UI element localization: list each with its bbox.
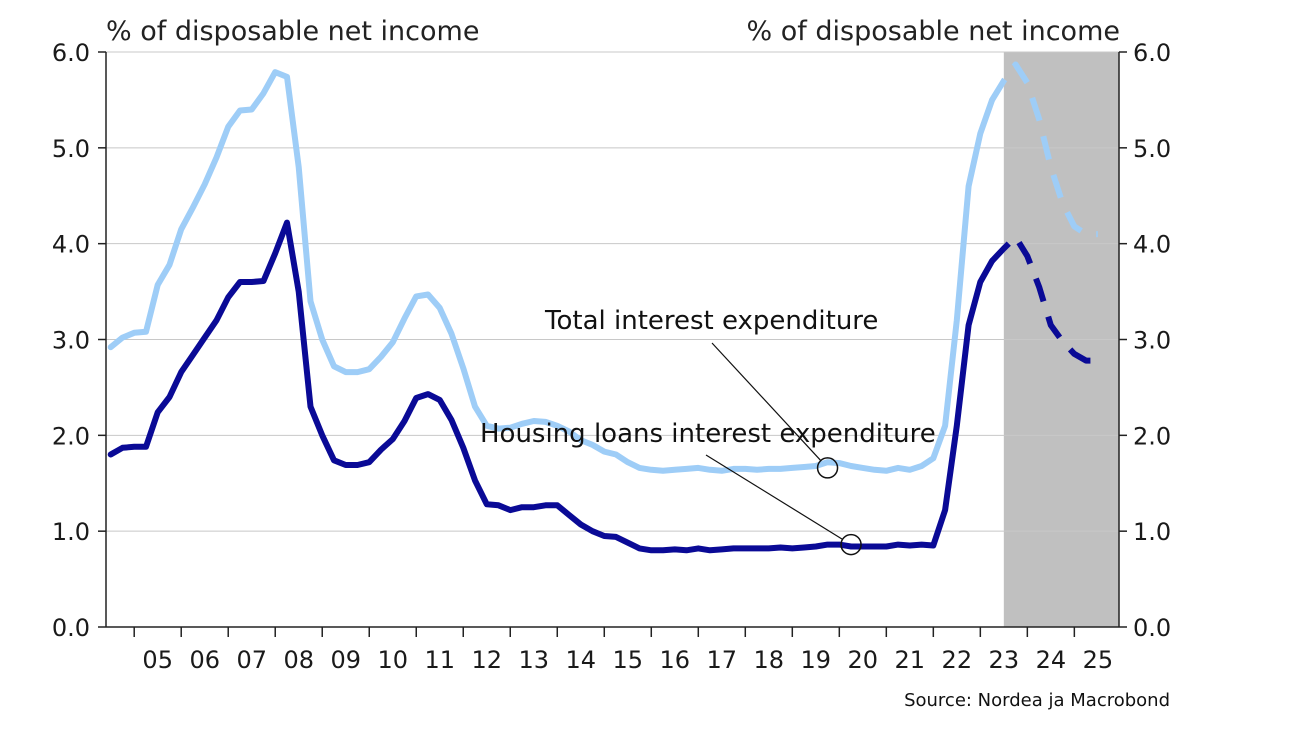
x-tick-label: 06 bbox=[189, 646, 220, 674]
x-tick-label: 07 bbox=[236, 646, 267, 674]
annotation-label: Housing loans interest expenditure bbox=[480, 419, 936, 449]
annotation-label: Total interest expenditure bbox=[544, 306, 878, 336]
y-tick-label-right: 4.0 bbox=[1133, 231, 1171, 259]
y-tick-label-right: 0.0 bbox=[1133, 614, 1171, 642]
y-tick-label-right: 6.0 bbox=[1133, 39, 1171, 67]
x-tick-label: 12 bbox=[471, 646, 502, 674]
series-lines bbox=[107, 61, 1098, 554]
x-tick-label: 15 bbox=[613, 646, 644, 674]
x-tick-label: 23 bbox=[989, 646, 1020, 674]
x-tick-label: 11 bbox=[424, 646, 455, 674]
x-tick-label: 05 bbox=[142, 646, 173, 674]
series-line-housing bbox=[107, 219, 996, 554]
annotation-marker bbox=[816, 457, 839, 479]
y-tick-label-left: 2.0 bbox=[52, 422, 90, 450]
y-tick-label-right: 3.0 bbox=[1133, 327, 1171, 355]
y-tick-label-right: 2.0 bbox=[1133, 422, 1171, 450]
series-forecast-housing bbox=[989, 234, 1098, 364]
annotation-marker bbox=[840, 533, 862, 556]
x-tick-label: 24 bbox=[1036, 646, 1067, 674]
y-tick-label-right: 1.0 bbox=[1133, 518, 1171, 546]
x-tick-label: 14 bbox=[565, 646, 596, 674]
left-axis-label: % of disposable net income bbox=[106, 16, 479, 47]
y-tick-label-left: 3.0 bbox=[52, 327, 90, 355]
y-tick-label-left: 0.0 bbox=[52, 614, 90, 642]
y-tick-label-left: 5.0 bbox=[52, 135, 90, 163]
x-tick-label: 08 bbox=[283, 646, 314, 674]
annotations: Total interest expenditure Housing loans … bbox=[480, 306, 936, 556]
axes: 0.0 0.0 1.0 1.0 2.0 2.0 3.0 3.0 4.0 4.0 5.0 5.0 6.0 6… bbox=[52, 39, 1171, 674]
x-tick-label: 22 bbox=[942, 646, 973, 674]
x-tick-label: 10 bbox=[377, 646, 408, 674]
x-tick-label: 18 bbox=[754, 646, 785, 674]
x-tick-label: 19 bbox=[801, 646, 832, 674]
gridlines bbox=[106, 51, 1119, 532]
x-tick-label: 25 bbox=[1083, 646, 1114, 674]
source-note: Source: Nordea ja Macrobond bbox=[904, 690, 1170, 711]
annotation-leader-line bbox=[711, 342, 822, 461]
x-tick-label: 16 bbox=[660, 646, 691, 674]
x-tick-label: 21 bbox=[895, 646, 926, 674]
x-tick-label: 20 bbox=[848, 646, 879, 674]
series-line-total bbox=[107, 69, 996, 474]
right-axis-label: % of disposable net income bbox=[747, 16, 1120, 47]
y-tick-label-left: 4.0 bbox=[52, 231, 90, 259]
x-tick-label: 13 bbox=[518, 646, 549, 674]
y-tick-label-right: 5.0 bbox=[1133, 135, 1171, 163]
y-tick-label-left: 6.0 bbox=[52, 39, 90, 67]
annotation-leader-line bbox=[705, 454, 843, 540]
y-tick-label-left: 1.0 bbox=[52, 518, 90, 546]
series-forecast-total bbox=[989, 61, 1098, 238]
x-tick-label: 09 bbox=[330, 646, 361, 674]
x-tick-label: 17 bbox=[707, 646, 738, 674]
